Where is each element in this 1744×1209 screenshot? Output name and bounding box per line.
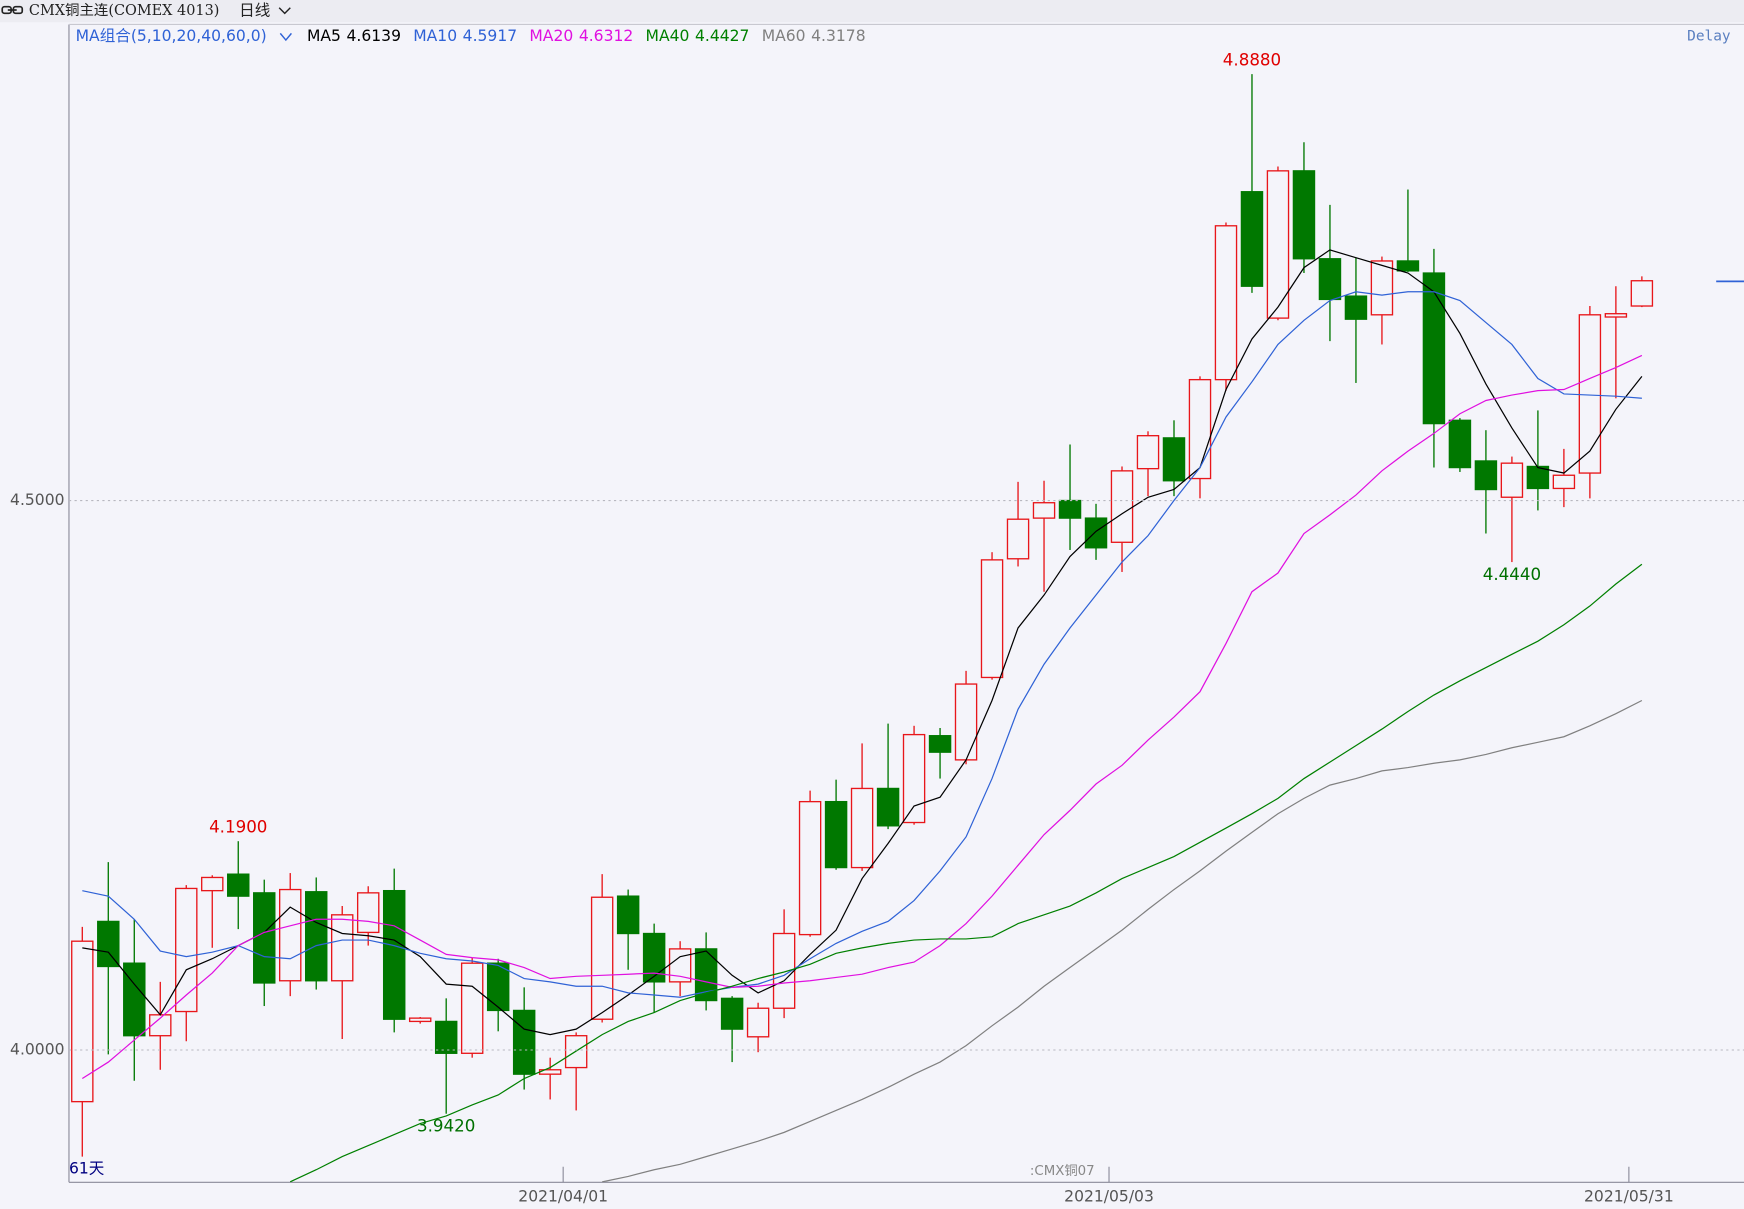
candle-body — [694, 948, 718, 1002]
candle-body — [408, 1017, 432, 1023]
x-tick-label: 2021/05/03 — [1064, 1187, 1154, 1205]
legend-name: MA20 — [529, 27, 573, 45]
ma-line — [602, 699, 1643, 1183]
x-tick-label: 2021/04/01 — [518, 1187, 608, 1205]
candle-body — [1058, 499, 1082, 519]
candle-body — [1500, 462, 1524, 498]
candle-body — [1136, 435, 1160, 470]
candle-body — [123, 962, 146, 1037]
legend-value: 4.4427 — [695, 27, 749, 45]
candle-body — [1630, 280, 1654, 307]
candle-body — [304, 891, 328, 982]
candle-body — [1370, 260, 1394, 316]
candle-body — [1006, 518, 1030, 560]
delay-label: Delay — [1687, 29, 1731, 45]
candle-body — [902, 733, 926, 824]
candle-body — [71, 940, 94, 1103]
legend-value: 4.5917 — [463, 27, 517, 45]
candle-body — [798, 800, 822, 936]
candle-body — [1188, 378, 1212, 480]
x-tick-label: 2021/05/31 — [1584, 1187, 1674, 1205]
candle-body — [1084, 517, 1108, 549]
extreme-label: 4.4440 — [1483, 565, 1541, 584]
candle-body — [1604, 313, 1628, 318]
instrument-title: CMX铜主连(COMEX 4013) — [29, 2, 220, 19]
candle-body — [434, 1020, 458, 1054]
candle-body — [1214, 225, 1238, 381]
candle-body — [1474, 460, 1498, 491]
candle-body — [201, 876, 224, 892]
candle-body — [616, 895, 640, 935]
candle-body — [1032, 502, 1056, 519]
candle-body — [720, 997, 744, 1030]
candle-body — [1526, 465, 1550, 490]
watermark-prefix: : — [1030, 1164, 1035, 1179]
legend-value: 4.6312 — [579, 27, 633, 45]
candle-body — [1162, 437, 1186, 482]
y-tick-label: 4.0000 — [10, 1040, 64, 1058]
candle-body — [1552, 474, 1576, 490]
extreme-label: 3.9420 — [417, 1117, 475, 1136]
candle-body — [253, 892, 276, 984]
legend-value: 4.3178 — [811, 27, 865, 45]
candle-body — [1396, 260, 1420, 272]
candle-body — [590, 896, 614, 1020]
candle-body — [486, 962, 510, 1012]
period-selector[interactable]: 日线 — [239, 2, 270, 20]
ma-group-selector[interactable]: MA组合(5,10,20,40,60,0) — [76, 27, 267, 45]
y-tick-label: 4.5000 — [10, 491, 64, 509]
ma-dropdown-arrow[interactable] — [279, 32, 292, 42]
candle-body — [824, 800, 848, 869]
candle-body — [175, 887, 198, 1013]
candle-body — [382, 889, 406, 1020]
candle-body — [1110, 470, 1134, 543]
ma-line — [81, 354, 1643, 1080]
ma-line — [289, 563, 1643, 1183]
candle-body — [850, 787, 874, 869]
candle-body — [356, 892, 380, 934]
legend-name: MA5 — [307, 27, 341, 45]
legend-name: MA60 — [762, 27, 806, 45]
period-dropdown-arrow[interactable] — [278, 7, 291, 15]
candle-body — [97, 920, 120, 968]
candle-body — [1318, 258, 1342, 301]
title-bar — [0, 0, 1744, 23]
legend-value: 4.6139 — [347, 27, 401, 45]
candle-body — [642, 932, 666, 983]
candle-body — [1266, 170, 1290, 319]
candle-body — [876, 787, 900, 827]
candle-body — [1448, 419, 1472, 469]
extreme-label: 4.1900 — [209, 817, 267, 836]
ma-line — [82, 249, 1643, 1036]
candle-body — [512, 1009, 536, 1075]
link-icon — [1, 5, 24, 15]
candle-body — [227, 873, 250, 897]
candle-body — [1422, 272, 1446, 425]
candle-body — [1240, 191, 1264, 287]
candle-body — [279, 888, 302, 982]
candle-body — [746, 1007, 770, 1038]
watermark: CMX铜07 — [1034, 1163, 1094, 1179]
candle-body — [460, 962, 484, 1054]
legend-name: MA40 — [646, 27, 690, 45]
candle-body — [1344, 295, 1368, 320]
plot-area — [71, 74, 1654, 1183]
extreme-label: 4.8880 — [1223, 50, 1281, 69]
bar-count: 61天 — [69, 1159, 105, 1177]
ma-line — [82, 291, 1642, 998]
candle-body — [928, 735, 952, 753]
candle-body — [954, 683, 978, 761]
candle-body — [980, 559, 1004, 679]
legend-name: MA10 — [413, 27, 457, 45]
candle-body — [1292, 170, 1316, 260]
candle-body — [330, 914, 354, 982]
candle-body — [1578, 314, 1602, 474]
